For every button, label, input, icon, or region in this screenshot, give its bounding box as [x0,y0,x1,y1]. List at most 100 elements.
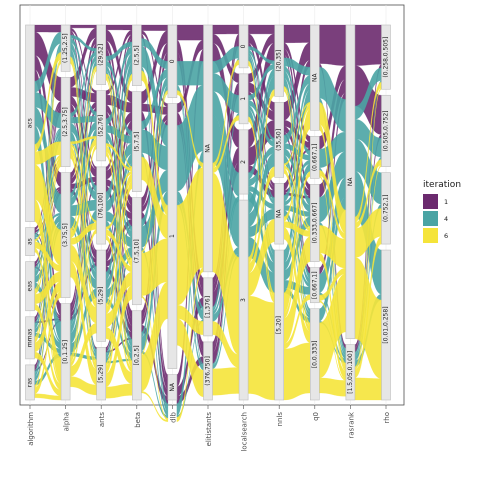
stratum-localsearch-0 [238,24,249,69]
stratum-q0-4 [309,308,320,401]
stratum-alpha-1 [60,77,71,167]
stratum-nnls-1 [274,102,285,178]
stratum-label-dlb-1: 1 [169,234,176,238]
stratum-algorithm-0 [25,24,35,222]
stratum-label-nnls-3: [5,20] [276,316,283,334]
stratum-label-elitistants-0: NA [205,143,212,152]
stratum-label-algorithm-1: as [27,238,34,245]
flow-1-localsearch-0-0 [247,24,275,35]
stratum-label-alpha-0: (1.25,2.5] [62,33,69,63]
flow-6-elitistants-2-3 [212,367,240,396]
stratum-ants-3 [96,249,106,342]
stratum-label-q0-3: [0.667,1] [311,271,318,299]
stratum-localsearch-1 [238,73,249,125]
flow-1-q0-0-0 [319,24,347,66]
flow-6-rasrank-1-3 [354,377,382,401]
legend-label-1: 1 [444,198,448,206]
stratum-label-dlb-0: 0 [169,59,176,63]
x-tick-label-rasrank: rasrank [347,411,355,438]
stratum-label-rho-0: (0.258,0.505] [383,37,390,78]
stratum-label-localsearch-0: 0 [240,44,247,48]
stratum-label-beta-2: (7.5,10] [133,239,140,263]
stratum-algorithm-3 [25,316,35,360]
stratum-label-algorithm-2: eas [27,281,34,292]
legend: iteration 1 4 6 [423,180,461,243]
stratum-algorithm-1 [25,227,35,256]
stratum-q0-3 [309,267,320,304]
stratum-label-q0-4: [0,0.333] [311,341,318,369]
stratum-label-rasrank-0: NA [347,177,354,186]
stratum-dlb-2 [167,374,178,401]
stratum-ants-0 [96,24,106,85]
stratum-beta-1 [132,91,142,192]
stratum-label-alpha-2: (3.75,5] [62,223,69,247]
flow-1-nnls-0-0 [283,24,311,43]
stratum-label-dlb-2: NA [169,382,176,391]
stratum-label-rasrank-1: [1.5,05,0.100] [347,351,354,394]
stratum-rho-1 [381,94,391,167]
x-tick-label-q0: q0 [312,412,320,421]
stratum-alpha-3 [60,303,71,401]
flow-1-dlb-0-0 [176,24,204,41]
legend-key-1 [423,194,438,209]
stratum-elitistants-2 [203,341,213,401]
stratum-alpha-2 [60,172,71,298]
stratum-label-alpha-3: [0,1.25] [62,340,69,364]
stratum-q0-2 [309,184,320,262]
stratum-label-ants-1: (52,76] [98,115,105,137]
stratum-localsearch-2 [238,129,249,195]
stratum-label-rho-2: (0.752,1] [383,195,390,223]
x-axis: algorithm alpha ants beta dlb elitistants loca… [27,405,391,452]
legend-title: iteration [423,180,461,190]
x-tick-label-nnls: nnls [276,412,284,427]
stratum-label-beta-3: [0,2.5] [133,345,140,365]
stratum-label-elitistants-2: (376,750] [205,356,212,386]
stratum-label-ants-2: (76,100] [98,193,105,219]
stratum-label-localsearch-1: 1 [240,97,247,101]
stratum-beta-3 [132,310,142,401]
strata-bars: acs as eas mmas ras (1.25,2.5] (2.5,3.75] (3.75… [25,24,391,401]
stratum-label-algorithm-3: mmas [27,329,34,348]
stratum-label-q0-0: NA [311,72,318,81]
stratum-label-localsearch-3: 3 [240,298,247,302]
stratum-rasrank-0 [345,24,356,339]
stratum-ants-1 [96,90,106,162]
stratum-ants-2 [96,166,106,245]
stratum-label-beta-0: (2.5,5] [133,45,140,65]
stratum-label-beta-1: (5,7.5] [133,132,140,152]
flow-ribbons [34,24,382,422]
stratum-nnls-2 [274,183,285,245]
stratum-beta-0 [132,24,142,86]
stratum-dlb-0 [167,24,178,98]
x-tick-label-ants: ants [98,412,106,427]
flow-1-beta-0-0 [141,24,169,31]
flow-1-ants-0-0 [105,24,133,31]
x-tick-label-elitistants: elitistants [205,412,213,447]
x-tick-label-rho: rho [383,412,391,423]
flow-1-rasrank-0-0 [354,24,382,66]
stratum-label-nnls-1: (35,50] [276,129,283,151]
x-tick-label-alpha: alpha [63,412,71,431]
legend-label-6: 6 [444,232,448,240]
stratum-localsearch-3 [238,199,249,401]
stratum-label-localsearch-2: 2 [240,160,247,164]
stratum-rho-3 [381,249,391,401]
stratum-nnls-0 [274,24,285,97]
legend-key-4 [423,211,438,226]
stratum-label-q0-2: (0.333,0.667] [311,203,318,244]
stratum-label-nnls-0: (20,35] [276,50,283,72]
flow-1-alpha-0-0 [69,24,97,29]
flow-1-elitistants-0-0 [212,24,240,35]
x-tick-label-dlb: dlb [169,411,177,422]
legend-label-4: 4 [444,215,448,223]
legend-key-6 [423,228,438,243]
stratum-rasrank-1 [345,344,356,401]
stratum-label-algorithm-4: ras [27,378,34,387]
stratum-dlb-1 [167,103,178,369]
stratum-label-alpha-1: (2.5,3.75] [62,107,69,137]
stratum-algorithm-4 [25,364,35,401]
flow-1-algorithm-0-0 [34,24,62,33]
stratum-label-ants-4: [5,29] [98,365,105,383]
stratum-label-ants-0: (29,52] [98,44,105,66]
stratum-alpha-0 [60,24,71,72]
